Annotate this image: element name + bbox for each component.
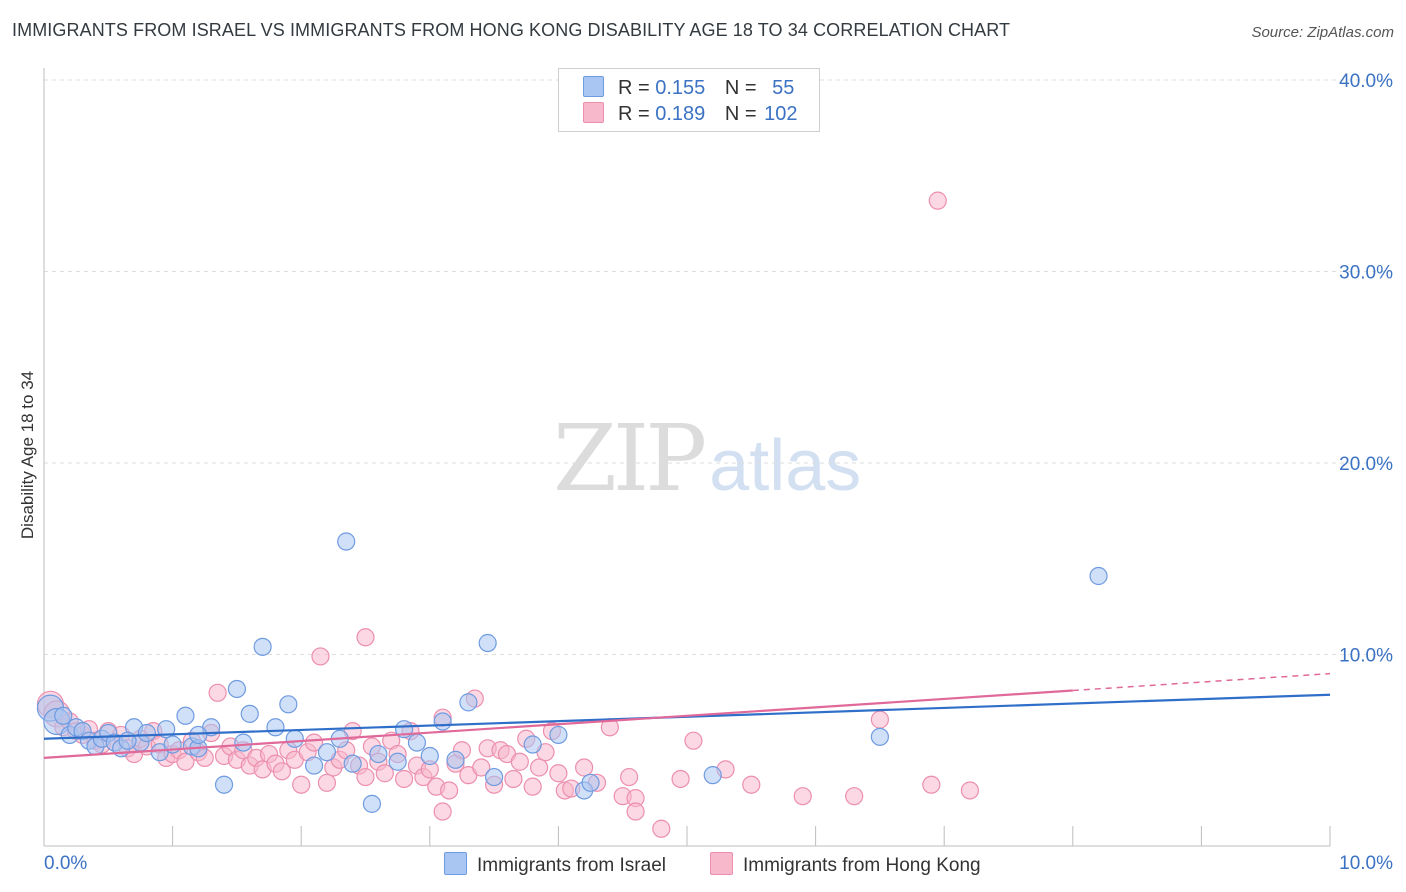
israel-point (703, 766, 722, 785)
israel-point (870, 727, 890, 746)
series-legend-label-hong-kong: Immigrants from Hong Kong (743, 855, 981, 876)
israel-point (362, 794, 382, 813)
israel-point (420, 746, 439, 766)
hong-kong-point (575, 758, 594, 777)
israel-point (227, 679, 246, 699)
israel-point (446, 750, 465, 769)
hong-kong-point (304, 733, 324, 752)
israel-point (523, 735, 542, 754)
watermark: ZIPatlas (553, 405, 861, 512)
israel-point (485, 767, 504, 787)
hong-kong-point (549, 764, 568, 783)
israel-point (317, 743, 337, 762)
israel-point (240, 704, 259, 723)
israel-point (279, 695, 298, 714)
israel-point (214, 775, 234, 794)
legend-r-label: R = (618, 77, 650, 99)
hong-kong-point (742, 775, 761, 794)
hong-kong-point (793, 787, 812, 806)
hong-kong-point (356, 767, 375, 787)
hong-kong-point (439, 781, 459, 800)
chart-title: IMMIGRANTS FROM ISRAEL VS IMMIGRANTS FRO… (12, 20, 1011, 40)
hong-kong-point (928, 191, 947, 210)
hong-kong-point (652, 819, 671, 838)
legend-n-label: N = (724, 103, 757, 125)
israel-point (343, 754, 362, 773)
hong-kong-point (394, 769, 414, 789)
israel-point (234, 733, 253, 752)
hong-kong-point (620, 767, 639, 787)
legend-swatch-israel (583, 76, 604, 97)
israel-point (304, 756, 324, 775)
israel-point (1089, 566, 1108, 586)
legend-n-value-israel: 55 (772, 77, 795, 99)
y-tick-label: 30.0% (1339, 263, 1393, 284)
israel-point (266, 718, 285, 737)
hong-kong-point (510, 752, 529, 771)
israel-point (137, 723, 156, 743)
hong-kong-trend-line (43, 689, 1073, 760)
hong-kong-trend-line-dashed (1072, 672, 1331, 692)
hong-kong-point (960, 781, 980, 800)
hong-kong-point (208, 683, 227, 702)
israel-point (388, 752, 407, 771)
y-tick-label: 10.0% (1339, 646, 1393, 667)
series-legend-hong-kong: Immigrants from Hong Kong (710, 852, 981, 877)
hong-kong-point (311, 647, 330, 666)
x-tick-label: 0.0% (44, 853, 87, 874)
x-tick-label: 10.0% (1339, 853, 1393, 874)
israel-point (189, 725, 208, 745)
hong-kong-point (684, 731, 703, 750)
series-legend-israel: Immigrants from Israel (444, 852, 666, 877)
israel-point (478, 633, 497, 653)
israel-point (369, 744, 388, 764)
legend-n-value-hong-kong: 102 (764, 103, 798, 125)
legend-r-label: R = (618, 103, 650, 125)
legend-r-value-hong-kong: 0.189 (655, 103, 706, 125)
watermark-atlas: atlas (709, 426, 862, 506)
hong-kong-point (356, 628, 375, 647)
hong-kong-point (272, 762, 292, 781)
hong-kong-point (626, 802, 645, 821)
legend-r-value-israel: 0.155 (655, 77, 706, 99)
israel-point (549, 725, 568, 745)
series-legend-swatch-israel (444, 852, 467, 875)
israel-point (176, 706, 195, 725)
hong-kong-point (922, 775, 941, 794)
israel-point (337, 532, 356, 551)
y-axis-label: Disability Age 18 to 34 (18, 370, 37, 540)
y-tick-label: 40.0% (1339, 71, 1393, 92)
hong-kong-point (870, 710, 890, 729)
israel-point (433, 712, 452, 731)
hong-kong-point (292, 775, 311, 794)
legend-n-label: N = (724, 77, 757, 99)
hong-kong-point (845, 787, 864, 806)
israel-point (581, 773, 600, 792)
chart-source: Source: ZipAtlas.com (1251, 24, 1394, 41)
watermark-zip: ZIP (553, 405, 707, 512)
hong-kong-point (523, 777, 542, 796)
y-tick-label: 20.0% (1339, 454, 1393, 475)
israel-point (407, 733, 427, 752)
hong-kong-point (530, 758, 549, 777)
correlation-legend: R = 0.155 N = 55 R = 0.189 N = 102 (558, 68, 820, 132)
hong-kong-point (671, 769, 690, 789)
israel-point (459, 693, 478, 712)
hong-kong-point (504, 769, 523, 789)
series-legend-label-israel: Immigrants from Israel (477, 855, 666, 876)
legend-row-hong-kong: R = 0.189 N = 102 (583, 102, 798, 128)
hong-kong-point (317, 773, 337, 792)
series-legend-swatch-hong-kong (710, 852, 733, 875)
hong-kong-point (433, 802, 452, 821)
legend-row-israel: R = 0.155 N = 55 (583, 76, 794, 102)
hong-kong-point (375, 764, 394, 783)
hong-kong-point (472, 758, 491, 777)
israel-point (253, 637, 272, 656)
hong-kong-point (176, 752, 195, 771)
legend-swatch-hong-kong (583, 102, 604, 123)
israel-point (54, 706, 73, 725)
israel-point (285, 729, 304, 748)
